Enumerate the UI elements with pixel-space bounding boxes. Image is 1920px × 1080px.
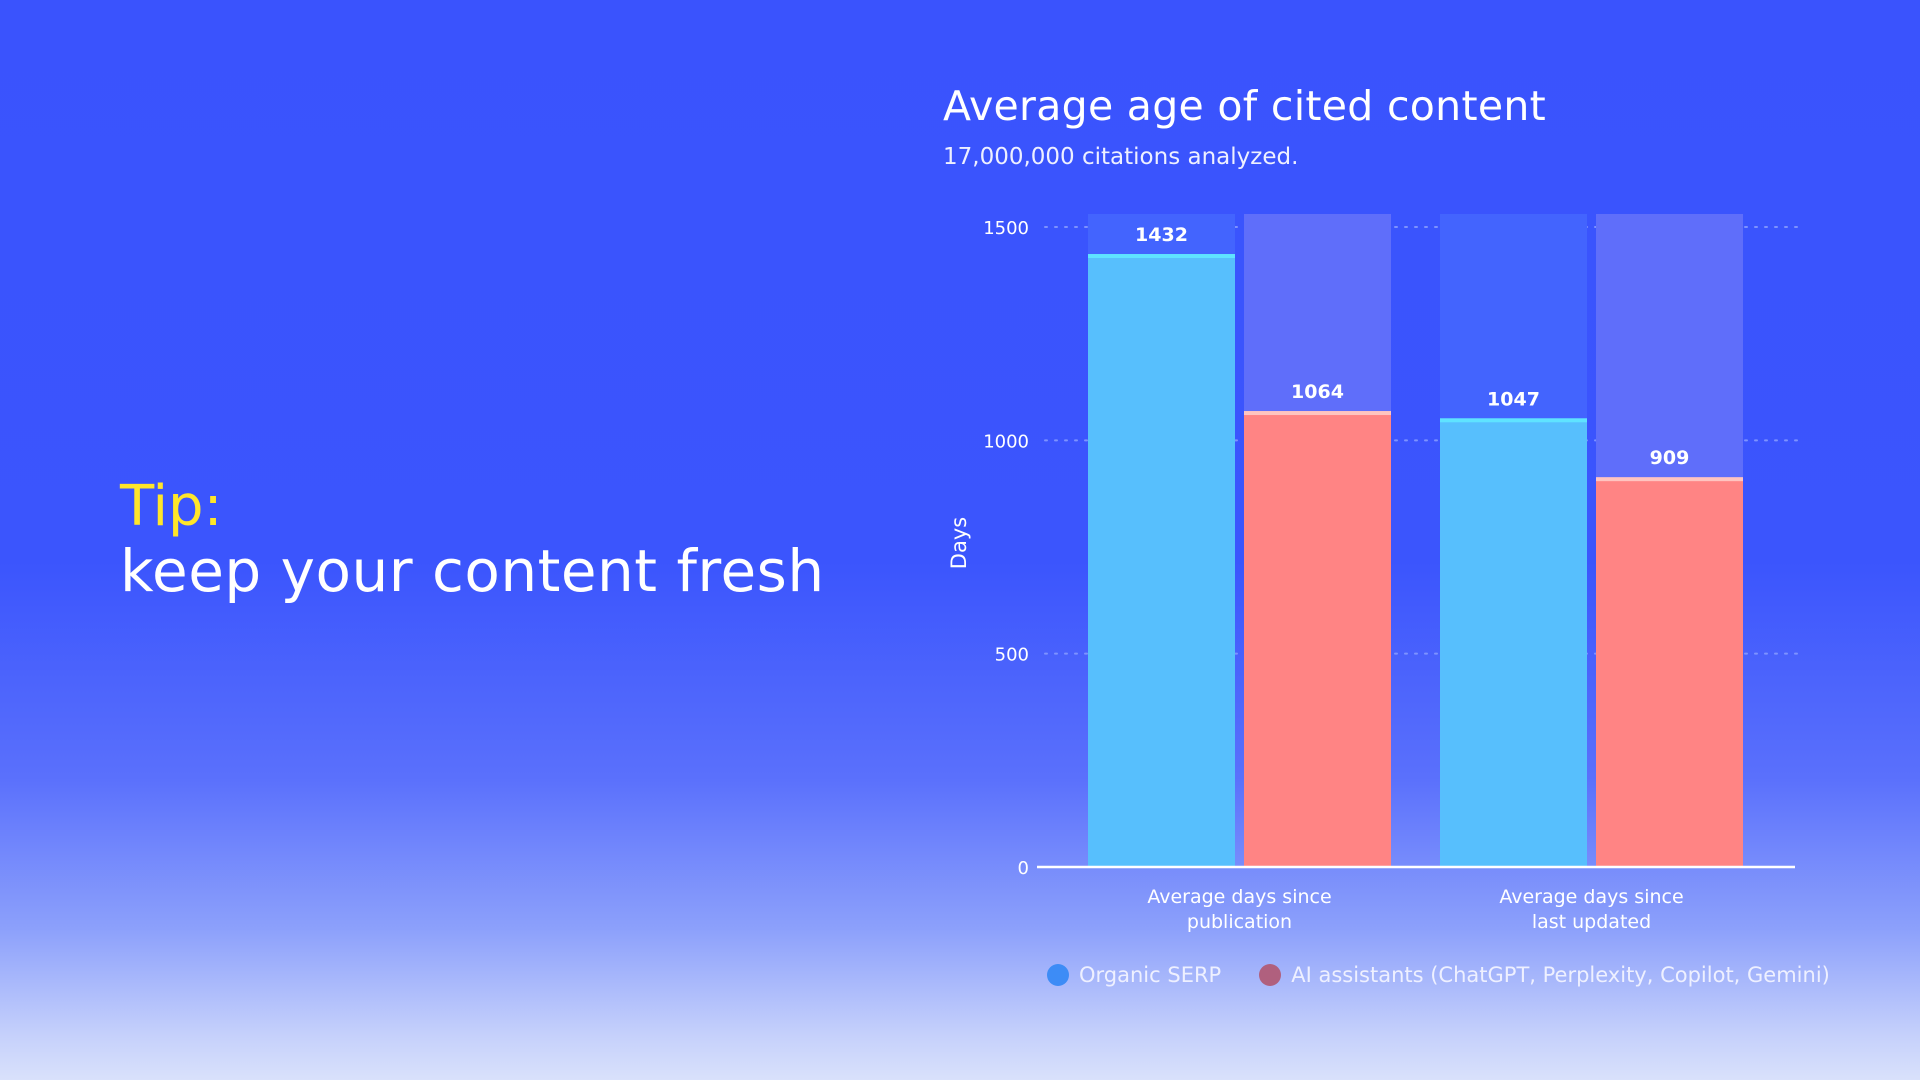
tip-heading: Tip: keep your content fresh	[120, 474, 825, 605]
x-category-label-1-line-0: Average days since	[1499, 886, 1683, 908]
tip-text: keep your content fresh	[120, 537, 825, 605]
bar-ai-assistants-0	[1244, 413, 1391, 867]
x-category-label-0-line-1: publication	[1187, 911, 1292, 933]
legend-item-organic-serp: Organic SERP	[1047, 963, 1221, 987]
x-category-label-1-line-1: last updated	[1532, 911, 1651, 933]
legend-dot-ai-assistants	[1259, 964, 1282, 986]
y-tick-label-1000: 1000	[983, 431, 1029, 452]
y-axis-title: Days	[947, 517, 971, 569]
data-label-organic-serp-0: 1432	[1135, 224, 1188, 246]
data-label-ai-assistants-0: 1064	[1291, 381, 1344, 403]
y-tick-label-0: 0	[1018, 858, 1029, 879]
bar-cap-ai-assistants-0	[1244, 411, 1391, 416]
data-label-ai-assistants-1: 909	[1650, 447, 1690, 469]
bar-ai-assistants-1	[1596, 479, 1743, 867]
bar-cap-organic-serp-0	[1088, 254, 1235, 259]
tip-label: Tip:	[120, 474, 223, 539]
bar-organic-serp-0	[1088, 256, 1235, 868]
bar-cap-organic-serp-1	[1440, 418, 1587, 423]
bar-cap-ai-assistants-1	[1596, 477, 1743, 482]
legend-item-ai-assistants: AI assistants (ChatGPT, Perplexity, Copi…	[1259, 963, 1830, 987]
legend-dot-organic-serp	[1047, 964, 1069, 986]
data-label-organic-serp-1: 1047	[1487, 388, 1540, 410]
chart-title: Average age of cited content	[943, 82, 1547, 130]
bar-organic-serp-1	[1440, 420, 1587, 867]
y-tick-label-1500: 1500	[983, 218, 1029, 239]
legend-label-ai-assistants: AI assistants (ChatGPT, Perplexity, Copi…	[1291, 963, 1830, 987]
chart-legend: Organic SERP AI assistants (ChatGPT, Per…	[1047, 963, 1868, 987]
legend-label-organic-serp: Organic SERP	[1079, 963, 1222, 987]
chart-subtitle: 17,000,000 citations analyzed.	[943, 144, 1299, 170]
y-tick-label-500: 500	[995, 645, 1029, 666]
x-category-label-0-line-0: Average days since	[1147, 886, 1331, 908]
